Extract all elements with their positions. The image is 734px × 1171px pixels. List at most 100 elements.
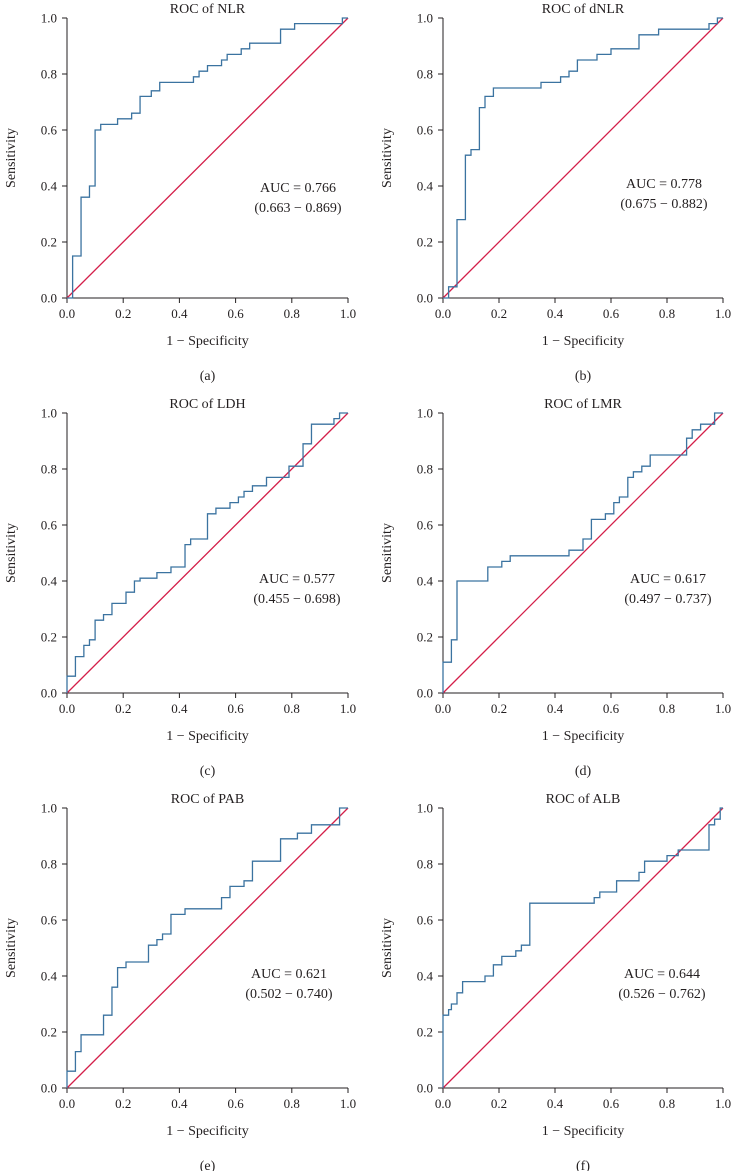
chart-title: ROC of LMR [544,397,622,412]
reference-line [66,412,349,694]
auc-ci-label: (0.663 − 0.869) [254,201,342,216]
y-tick-label: 0.6 [41,123,58,138]
x-tick-label: 0.6 [227,1096,244,1111]
y-tick-label: 0.6 [41,913,58,928]
chart-title: ROC of NLR [170,2,246,17]
y-axis-title: Sensitivity [4,918,19,978]
y-axis-title: Sensitivity [4,128,19,188]
y-tick-label: 0.4 [417,969,434,984]
x-tick-label: 1.0 [715,306,731,321]
x-tick-label: 0.8 [284,306,300,321]
roc-panel-a: ROC of NLR 0.0 0.2 0.4 0.6 0.8 1.0 0.0 0.2 0.4 0.6… [4,2,356,384]
x-tick-label: 0.4 [547,1096,564,1111]
chart-title: ROC of PAB [171,792,244,807]
roc-curve [442,412,723,693]
roc-curve [67,17,348,299]
y-tick-label: 1.0 [41,801,57,816]
y-tick-label: 0.8 [41,462,57,477]
x-axis-title: 1 − Specificity [542,729,625,744]
panel-label: (a) [200,369,216,384]
reference-line [442,17,724,299]
reference-line [442,807,724,1089]
x-axis-title: 1 − Specificity [166,729,249,744]
y-tick-label: 0.2 [417,630,433,645]
auc-ci-label: (0.675 − 0.882) [620,197,708,212]
panel-label: (e) [200,1159,216,1171]
x-tick-label: 1.0 [340,1096,356,1111]
auc-ci-label: (0.497 − 0.737) [624,592,712,607]
y-tick-label: 0.0 [417,291,433,306]
y-axis-title: Sensitivity [380,918,395,978]
x-tick-label: 0.8 [659,1096,675,1111]
y-tick-label: 0.8 [417,857,433,872]
x-tick-label: 0.4 [171,306,188,321]
auc-label: AUC = 0.577 [259,572,335,587]
reference-line [66,807,349,1089]
x-tick-label: 0.6 [603,306,620,321]
x-tick-label: 0.8 [284,1096,300,1111]
auc-ci-label: (0.526 − 0.762) [618,987,706,1002]
y-tick-label: 0.2 [41,235,57,250]
y-tick-label: 0.6 [41,518,58,533]
y-tick-label: 0.2 [417,1025,433,1040]
roc-panel-b: ROC of dNLR 0.0 0.2 0.4 0.6 0.8 1.0 0.0 0.2 0.4 0.… [380,2,731,384]
roc-panel-c: ROC of LDH 0.0 0.2 0.4 0.6 0.8 1.0 0.0 0.2 0.4 0.6… [4,397,356,779]
auc-label: AUC = 0.621 [251,967,327,982]
y-tick-label: 0.0 [417,686,433,701]
auc-ci-label: (0.502 − 0.740) [245,987,333,1002]
roc-curve [66,807,348,1088]
x-tick-label: 0.2 [491,306,507,321]
y-tick-label: 0.4 [41,574,58,589]
auc-label: AUC = 0.617 [630,572,706,587]
x-tick-label: 0.6 [603,1096,620,1111]
auc-label: AUC = 0.766 [260,181,336,196]
auc-label: AUC = 0.644 [624,967,700,982]
x-axis-title: 1 − Specificity [542,334,625,349]
x-tick-label: 0.0 [435,1096,451,1111]
x-tick-label: 0.2 [115,701,131,716]
x-tick-label: 0.8 [659,701,675,716]
reference-line [442,412,724,694]
x-tick-label: 0.4 [547,306,564,321]
y-tick-label: 0.2 [41,1025,57,1040]
x-tick-label: 0.0 [59,306,75,321]
y-tick-label: 0.6 [417,518,434,533]
y-tick-label: 0.2 [41,630,57,645]
y-axis-title: Sensitivity [380,128,395,188]
y-tick-label: 0.8 [41,67,57,82]
x-tick-label: 0.4 [547,701,564,716]
roc-panel-d: ROC of LMR 0.0 0.2 0.4 0.6 0.8 1.0 0.0 0.2 0.4 0.6… [380,397,731,779]
x-tick-label: 0.0 [435,306,451,321]
chart-title: ROC of dNLR [542,2,625,17]
chart-title: ROC of LDH [169,397,245,412]
y-tick-label: 1.0 [417,11,433,26]
x-tick-label: 0.4 [171,701,188,716]
x-tick-label: 0.8 [284,701,300,716]
panel-label: (f) [576,1159,590,1171]
y-tick-label: 0.6 [417,913,434,928]
auc-ci-label: (0.455 − 0.698) [253,592,341,607]
y-tick-label: 0.0 [417,1081,433,1096]
panel-label: (c) [200,764,216,779]
y-tick-label: 0.0 [41,291,57,306]
x-tick-label: 0.2 [491,701,507,716]
panel-label: (d) [575,764,592,779]
x-tick-label: 0.4 [171,1096,188,1111]
panel-label: (b) [575,369,592,384]
y-tick-label: 0.6 [417,123,434,138]
y-tick-label: 0.8 [41,857,57,872]
x-tick-label: 1.0 [715,1096,731,1111]
y-tick-label: 0.2 [417,235,433,250]
y-tick-label: 0.8 [417,67,433,82]
x-axis-title: 1 − Specificity [166,1124,249,1139]
x-tick-label: 0.2 [115,1096,131,1111]
x-tick-label: 0.0 [59,1096,75,1111]
x-tick-label: 0.2 [491,1096,507,1111]
y-tick-label: 1.0 [417,801,433,816]
y-tick-label: 0.4 [417,574,434,589]
y-tick-label: 0.4 [417,179,434,194]
reference-line [66,17,349,299]
x-tick-label: 0.0 [435,701,451,716]
x-tick-label: 0.2 [115,306,131,321]
x-tick-label: 1.0 [715,701,731,716]
